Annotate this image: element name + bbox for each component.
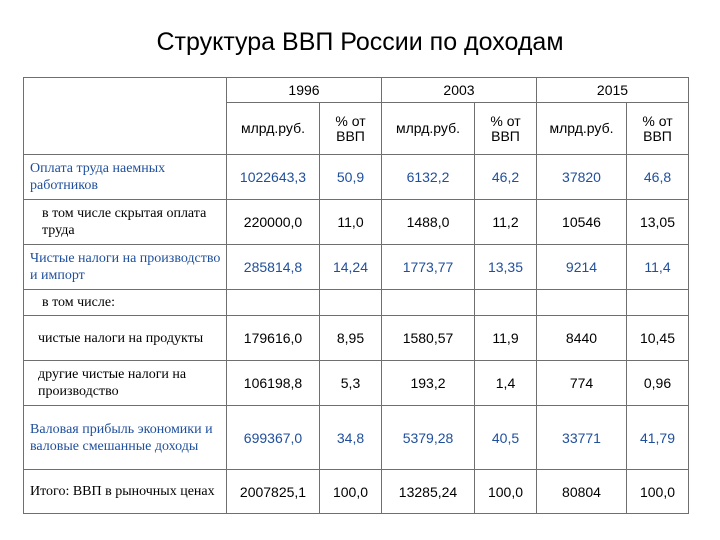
row-label: Чистые налоги на производство и импорт bbox=[23, 244, 227, 290]
value-cell: 774 bbox=[536, 360, 627, 406]
year-header: 1996 bbox=[226, 77, 382, 103]
unit-pct-header: % от ВВП bbox=[474, 102, 537, 155]
value-cell: 193,2 bbox=[381, 360, 475, 406]
unit-abs-header: млрд.руб. bbox=[536, 102, 627, 155]
value-cell: 10546 bbox=[536, 199, 627, 245]
value-cell: 40,5 bbox=[474, 405, 537, 470]
value-cell: 11,2 bbox=[474, 199, 537, 245]
row-label: в том числе: bbox=[23, 289, 227, 316]
value-cell: 8,95 bbox=[319, 315, 382, 361]
value-cell: 1580,57 bbox=[381, 315, 475, 361]
table-row: Чистые налоги на производство и импорт 2… bbox=[23, 244, 689, 290]
header-row-units: млрд.руб. % от ВВП млрд.руб. % от ВВП мл… bbox=[24, 102, 689, 155]
unit-pct-header: % от ВВП bbox=[626, 102, 689, 155]
value-cell: 100,0 bbox=[474, 469, 537, 514]
value-cell: 34,8 bbox=[319, 405, 382, 470]
header-row-years: 1996 2003 2015 bbox=[23, 77, 689, 155]
table-row: Оплата труда наемных работников 1022643,… bbox=[23, 154, 689, 200]
value-cell: 41,79 bbox=[626, 405, 689, 470]
value-cell bbox=[536, 289, 627, 316]
header-empty-cell bbox=[23, 77, 227, 155]
value-cell: 699367,0 bbox=[226, 405, 320, 470]
table-row: чистые налоги на продукты 179616,0 8,95 … bbox=[23, 315, 689, 361]
value-cell: 11,4 bbox=[626, 244, 689, 290]
row-label: Валовая прибыль экономики и валовые смеш… bbox=[23, 405, 227, 470]
value-cell: 5379,28 bbox=[381, 405, 475, 470]
value-cell: 1488,0 bbox=[381, 199, 475, 245]
table-row: Итого: ВВП в рыночных ценах 2007825,1 10… bbox=[23, 469, 689, 514]
value-cell bbox=[381, 289, 475, 316]
value-cell: 5,3 bbox=[319, 360, 382, 406]
value-cell: 50,9 bbox=[319, 154, 382, 200]
value-cell: 37820 bbox=[536, 154, 627, 200]
row-label: чистые налоги на продукты bbox=[23, 315, 227, 361]
value-cell: 0,96 bbox=[626, 360, 689, 406]
value-cell: 285814,8 bbox=[226, 244, 320, 290]
value-cell: 100,0 bbox=[626, 469, 689, 514]
value-cell: 13285,24 bbox=[381, 469, 475, 514]
value-cell: 1773,77 bbox=[381, 244, 475, 290]
value-cell: 106198,8 bbox=[226, 360, 320, 406]
row-label: другие чистые налоги на производство bbox=[23, 360, 227, 406]
year-header: 2015 bbox=[536, 77, 689, 103]
value-cell: 8440 bbox=[536, 315, 627, 361]
table-row: Валовая прибыль экономики и валовые смеш… bbox=[23, 405, 689, 470]
unit-abs-header: млрд.руб. bbox=[226, 102, 320, 155]
value-cell: 179616,0 bbox=[226, 315, 320, 361]
value-cell: 220000,0 bbox=[226, 199, 320, 245]
row-label: Итого: ВВП в рыночных ценах bbox=[23, 469, 227, 514]
unit-abs-header: млрд.руб. bbox=[381, 102, 475, 155]
value-cell: 100,0 bbox=[319, 469, 382, 514]
value-cell: 2007825,1 bbox=[226, 469, 320, 514]
value-cell: 13,35 bbox=[474, 244, 537, 290]
value-cell bbox=[474, 289, 537, 316]
value-cell: 9214 bbox=[536, 244, 627, 290]
value-cell: 14,24 bbox=[319, 244, 382, 290]
table-row: в том числе скрытая оплата труда 220000,… bbox=[23, 199, 689, 245]
gdp-income-table: 1996 2003 2015 млрд.руб. % от ВВП млрд.р… bbox=[23, 77, 689, 514]
value-cell: 1022643,3 bbox=[226, 154, 320, 200]
value-cell bbox=[626, 289, 689, 316]
value-cell bbox=[226, 289, 320, 316]
unit-pct-header: % от ВВП bbox=[319, 102, 382, 155]
value-cell: 33771 bbox=[536, 405, 627, 470]
row-label: в том числе скрытая оплата труда bbox=[23, 199, 227, 245]
value-cell: 6132,2 bbox=[381, 154, 475, 200]
value-cell: 11,0 bbox=[319, 199, 382, 245]
row-label: Оплата труда наемных работников bbox=[23, 154, 227, 200]
value-cell: 46,8 bbox=[626, 154, 689, 200]
table-row: в том числе: bbox=[23, 289, 689, 316]
year-header: 2003 bbox=[381, 77, 537, 103]
value-cell bbox=[319, 289, 382, 316]
value-cell: 1,4 bbox=[474, 360, 537, 406]
value-cell: 10,45 bbox=[626, 315, 689, 361]
value-cell: 46,2 bbox=[474, 154, 537, 200]
table-row: другие чистые налоги на производство 106… bbox=[23, 360, 689, 406]
value-cell: 13,05 bbox=[626, 199, 689, 245]
value-cell: 11,9 bbox=[474, 315, 537, 361]
value-cell: 80804 bbox=[536, 469, 627, 514]
page-title: Структура ВВП России по доходам bbox=[156, 28, 564, 56]
